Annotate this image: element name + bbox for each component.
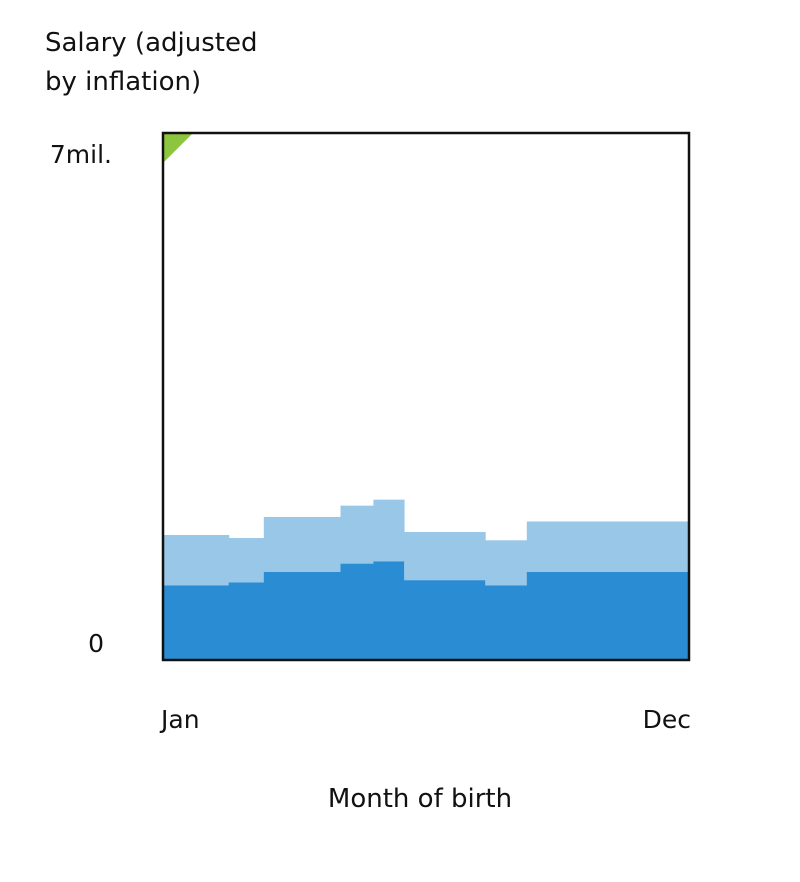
upper-band-step-1 [163,535,230,586]
upper-band-step-4 [340,505,374,564]
lower-band-step-5 [373,561,405,660]
y-axis-title: Salary (adjusted by inflation) [45,28,257,97]
lower-band-step-8 [526,571,690,660]
upper-band-step-5 [373,499,405,562]
upper-band-step-3 [263,516,342,572]
lower-band-step-4 [340,563,374,660]
upper-band-step-8 [526,521,690,572]
x-axis-title: Month of birth [328,784,512,814]
x-tick-label-start: Jan [159,705,200,734]
x-tick-label-end: Dec [643,705,691,734]
plot-area [163,133,690,660]
lower-band-step-6 [404,580,486,660]
y-axis-title-line-2: by inflation) [45,67,201,97]
corner-marker [163,133,193,163]
upper-band-step-7 [485,540,528,586]
y-tick-label-top: 7mil. [50,140,112,169]
lower-band-step-7 [485,585,528,660]
y-tick-label-bottom: 0 [88,629,104,658]
lower-band-step-1 [163,585,230,660]
lower-band-step-3 [263,571,342,660]
plot-frame [161,131,691,662]
y-axis-title-line-1: Salary (adjusted [45,28,257,58]
upper-band-step-6 [404,532,486,581]
lower-band-step-2 [228,582,265,660]
upper-band-step-2 [228,538,265,583]
